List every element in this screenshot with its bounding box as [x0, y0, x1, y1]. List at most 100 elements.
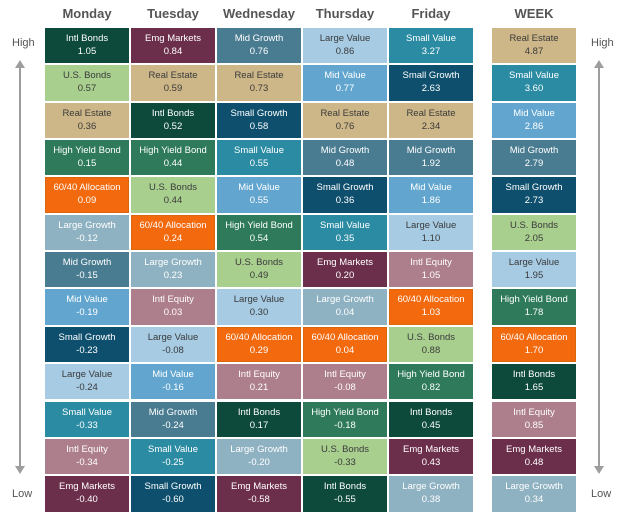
cell-value: 0.29 — [249, 344, 269, 356]
cell-name: Small Growth — [230, 107, 288, 119]
cell-name: Small Growth — [144, 481, 202, 493]
cell-value: 2.79 — [524, 158, 544, 170]
cell-value: 0.15 — [77, 158, 97, 170]
cell-name: Real Estate — [62, 107, 112, 119]
cell-small-growth: Small Growth 0.58 — [217, 102, 301, 139]
cell-name: Intl Equity — [410, 257, 452, 269]
cell-mid-growth: Mid Growth 1.92 — [389, 140, 473, 176]
cell-value: -0.23 — [76, 344, 98, 356]
cell-large-value: Large Value 1.10 — [389, 214, 473, 251]
cell-value: 1.95 — [524, 270, 544, 282]
cell-value: -0.40 — [76, 494, 98, 506]
cell-value: 0.36 — [335, 195, 355, 207]
cell-intl-equity: Intl Equity 0.21 — [217, 364, 301, 400]
cell-value: -0.08 — [162, 344, 184, 356]
cell-name: Mid Growth — [509, 145, 559, 157]
cell-high-yield-bond: High Yield Bond 1.78 — [492, 289, 576, 325]
cell-60-40-allocation: 60/40 Allocation 0.04 — [303, 326, 387, 363]
cell-mid-value: Mid Value 0.77 — [303, 65, 387, 101]
cell-value: 1.92 — [421, 158, 441, 170]
cell-mid-growth: Mid Growth -0.24 — [131, 401, 215, 437]
cell-name: Small Value — [320, 219, 370, 231]
cell-value: 4.87 — [524, 46, 544, 57]
cell-large-value: Large Value 0.86 — [303, 28, 387, 64]
cell-value: 2.86 — [524, 120, 544, 132]
cell-value: 0.76 — [335, 120, 355, 132]
cell-emg-markets: Emg Markets -0.58 — [217, 476, 301, 512]
cell-name: Large Growth — [505, 481, 563, 493]
cell-name: Small Value — [509, 70, 559, 82]
low-label-right: Low — [591, 488, 612, 500]
cell-name: Real Estate — [509, 33, 559, 44]
cell-real-estate: Real Estate 0.36 — [45, 102, 129, 139]
up-arrow-right-icon — [594, 60, 604, 68]
cell-name: U.S. Bonds — [320, 443, 370, 455]
cell-value: -0.58 — [248, 494, 270, 506]
cell-intl-bonds: Intl Bonds 1.65 — [492, 364, 576, 400]
column-header-4: Friday — [411, 6, 451, 21]
cell-name: Large Growth — [58, 219, 116, 231]
cell-value: 0.44 — [163, 195, 183, 207]
cell-name: Intl Bonds — [409, 406, 453, 418]
cell-name: Small Value — [148, 443, 198, 455]
down-arrow-left-icon — [15, 466, 25, 474]
cell-emg-markets: Emg Markets -0.40 — [45, 476, 129, 512]
cell-intl-equity: Intl Equity 0.03 — [131, 289, 215, 325]
cell-value: 0.55 — [249, 158, 269, 170]
cell-value: 3.27 — [421, 46, 441, 57]
cell-value: 0.04 — [335, 344, 355, 356]
cell-value: -0.19 — [76, 307, 98, 319]
cell-name: U.S. Bonds — [234, 257, 284, 269]
cell-value: 1.70 — [524, 344, 544, 356]
cell-value: 2.73 — [524, 195, 544, 207]
cell-value: -0.24 — [76, 382, 98, 394]
cell-name: Large Value — [319, 33, 371, 44]
cell-value: 0.34 — [524, 494, 544, 506]
cell-mid-value: Mid Value -0.16 — [131, 364, 215, 400]
cell-name: Mid Value — [410, 182, 452, 194]
cell-large-growth: Large Growth 0.04 — [303, 289, 387, 325]
cell-name: Large Growth — [230, 443, 288, 455]
cell-60-40-allocation: 60/40 Allocation 1.70 — [492, 326, 576, 363]
cell-name: High Yield Bond — [311, 406, 379, 418]
cell-value: -0.12 — [76, 232, 98, 244]
cell-name: Small Growth — [402, 70, 460, 82]
cell-name: Mid Growth — [320, 145, 370, 157]
cell-value: -0.24 — [162, 419, 184, 431]
cell-value: 2.05 — [524, 232, 544, 244]
cell-name: Large Value — [61, 369, 113, 381]
cell-name: 60/40 Allocation — [397, 294, 465, 306]
cell-name: Emg Markets — [403, 443, 459, 455]
cell-value: 2.34 — [421, 120, 441, 132]
cell-value: -0.34 — [76, 456, 98, 468]
cell-u-s-bonds: U.S. Bonds 2.05 — [492, 214, 576, 251]
cell-value: 0.73 — [249, 83, 269, 95]
cell-small-growth: Small Growth 2.63 — [389, 65, 473, 101]
cell-name: Emg Markets — [145, 33, 201, 44]
cell-value: 0.52 — [163, 120, 183, 132]
cell-high-yield-bond: High Yield Bond 0.15 — [45, 140, 129, 176]
cell-value: 0.24 — [163, 232, 183, 244]
cell-name: Emg Markets — [317, 257, 373, 269]
cell-value: 0.76 — [249, 46, 269, 57]
cell-mid-value: Mid Value 1.86 — [389, 177, 473, 213]
cell-u-s-bonds: U.S. Bonds 0.88 — [389, 326, 473, 363]
cell-name: Real Estate — [406, 107, 456, 119]
axis-line-left — [19, 66, 21, 468]
cell-intl-bonds: Intl Bonds 0.17 — [217, 401, 301, 437]
cell-60-40-allocation: 60/40 Allocation 0.29 — [217, 326, 301, 363]
cell-emg-markets: Emg Markets 0.43 — [389, 438, 473, 475]
cell-real-estate: Real Estate 0.59 — [131, 65, 215, 101]
cell-value: 0.38 — [421, 494, 441, 506]
cell-value: 0.77 — [335, 83, 355, 95]
cell-name: Small Growth — [316, 182, 374, 194]
cell-value: -0.20 — [248, 456, 270, 468]
cell-name: High Yield Bond — [225, 219, 293, 231]
cell-name: Mid Growth — [406, 145, 456, 157]
cell-value: 0.84 — [163, 46, 183, 57]
cell-value: -0.60 — [162, 494, 184, 506]
cell-small-growth: Small Growth 0.36 — [303, 177, 387, 213]
cell-intl-bonds: Intl Bonds 1.05 — [45, 28, 129, 64]
cell-name: Intl Bonds — [151, 107, 195, 119]
cell-name: Intl Bonds — [323, 481, 367, 493]
